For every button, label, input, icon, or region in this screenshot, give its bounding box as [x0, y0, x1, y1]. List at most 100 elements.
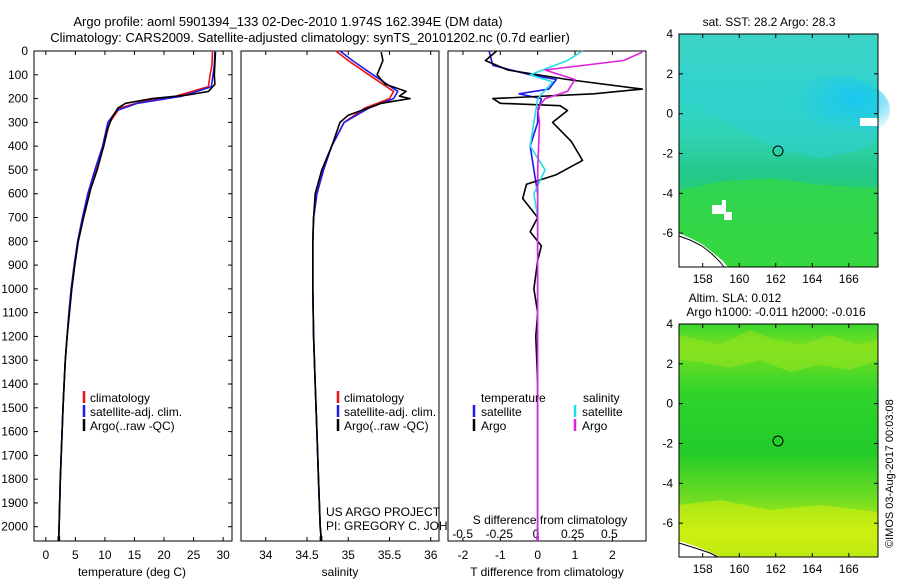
map-lat-label: -2	[662, 146, 673, 160]
x-tick-label: 5	[72, 548, 79, 562]
legend-satellite-label: satellite-adj. clim.	[344, 405, 436, 419]
salinity-x-ticks: 34 34.5 35 35.5 36	[259, 51, 438, 562]
x-tick-label: 0	[42, 548, 49, 562]
map-lon-label: 158	[693, 562, 713, 576]
map-lat-label: -4	[662, 186, 673, 200]
depth-tick-label: 100	[8, 68, 28, 82]
map-lon-label: 158	[693, 272, 713, 286]
sst-map-title: sat. SST: 28.2 Argo: 28.3	[703, 15, 836, 29]
sst-green-region	[679, 178, 878, 267]
salinity-x-label: salinity	[322, 565, 359, 579]
depth-tick-label: 1000	[1, 282, 28, 296]
depth-tick-label: 1300	[1, 353, 28, 367]
map-lat-label: -4	[662, 476, 673, 490]
sst-coastline	[678, 235, 725, 268]
x-tick-label: 25	[187, 548, 201, 562]
map-lat-label: 0	[666, 107, 673, 121]
sla-yellow-south	[679, 500, 878, 557]
figure-title-line2: Climatology: CARS2009. Satellite-adjuste…	[50, 30, 570, 45]
map-lat-label: 2	[666, 357, 673, 371]
s-diff-tick-label: 0	[533, 527, 540, 541]
legend-s-satellite-label: satellite	[582, 405, 623, 419]
series-line-t-argo	[484, 50, 644, 537]
project-credit-line2: PI: GREGORY C. JOHNSON	[326, 519, 482, 533]
salinity-legend: climatology satellite-adj. clim. Argo(..…	[336, 391, 436, 433]
map-lon-label: 166	[839, 272, 859, 286]
temperature-profile-lines	[57, 50, 217, 541]
salinity-panel: 34 34.5 35 35.5 36 salinity climatology sate…	[240, 50, 482, 579]
depth-tick-label: 800	[8, 234, 28, 248]
map-lon-label: 164	[802, 272, 822, 286]
x-tick-label: 2	[609, 548, 616, 562]
temperature-legend: climatology satellite-adj. clim. Argo(..…	[82, 391, 182, 433]
map-lat-label: -6	[662, 516, 673, 530]
x-tick-label: 30	[216, 548, 230, 562]
legend-temperature-title: temperature	[481, 391, 546, 405]
depth-tick-label: 200	[8, 92, 28, 106]
map-lat-label: -2	[662, 436, 673, 450]
difference-legend: temperature salinity satellite Argo sate…	[472, 391, 623, 433]
map-lat-label: 2	[666, 67, 673, 81]
depth-tick-label: 1900	[1, 496, 28, 510]
map-lon-label: 164	[802, 562, 822, 576]
s-diff-tick-label: 0.5	[601, 527, 618, 541]
series-line-s-argo	[536, 51, 643, 537]
temperature-panel: 0100200300400500600700800900100011001200…	[1, 44, 646, 579]
x-tick-label: 34	[259, 548, 273, 562]
legend-t-satellite-label: satellite	[481, 405, 522, 419]
map-lon-label: 160	[729, 562, 749, 576]
sst-land-fill	[679, 233, 728, 267]
temperature-x-label: temperature (deg C)	[78, 565, 186, 579]
map-lon-label: 162	[766, 562, 786, 576]
difference-t-label: T difference from climatology	[470, 565, 624, 579]
x-tick-label: -2	[458, 548, 469, 562]
x-tick-label: 0	[534, 548, 541, 562]
sla-map-frame	[678, 323, 879, 558]
depth-tick-label: 400	[8, 139, 28, 153]
legend-satellite-label: satellite-adj. clim.	[90, 405, 182, 419]
sla-map: Altim. SLA: 0.012 Argo h1000: -0.011 h20…	[662, 291, 879, 576]
x-tick-label: -1	[495, 548, 506, 562]
sla-map-title-line2: Argo h1000: -0.011 h2000: -0.016	[686, 305, 866, 319]
x-tick-label: 35.5	[378, 548, 402, 562]
map-lon-label: 166	[839, 562, 859, 576]
depth-tick-label: 1400	[1, 377, 28, 391]
series-line-argo	[58, 52, 217, 537]
map-lat-label: -6	[662, 226, 673, 240]
depth-tick-label: 500	[8, 163, 28, 177]
depth-tick-label: 1500	[1, 401, 28, 415]
sla-map-ticks: 158 160 162 164 166 4 2 0 -2 -4 -6	[662, 317, 878, 576]
temperature-x-ticks: 0 5 10 15 20 25 30	[42, 51, 230, 562]
s-diff-tick-label: -0.25	[486, 527, 514, 541]
sla-coastline	[678, 542, 719, 558]
sla-map-title-line1: Altim. SLA: 0.012	[689, 291, 782, 305]
depth-tick-label: 2000	[1, 520, 28, 534]
legend-argo-label: Argo(..raw -QC)	[90, 419, 175, 433]
salinity-plot-frame	[240, 50, 440, 542]
depth-tick-label: 600	[8, 187, 28, 201]
sst-cyan-core	[770, 75, 890, 145]
difference-s-label: S difference from climatology	[473, 513, 628, 527]
legend-climatology-label: climatology	[90, 391, 150, 405]
sst-map-ticks: 158 160 162 164 166 4 2 0 -2 -4 -6	[662, 27, 878, 286]
sla-yellow-band	[679, 330, 878, 372]
depth-tick-label: 1200	[1, 329, 28, 343]
map-lon-label: 162	[766, 272, 786, 286]
depth-tick-label: 1100	[2, 306, 28, 320]
salinity-profile-lines	[312, 50, 411, 541]
series-line-argo	[312, 52, 411, 537]
sst-missing-patch	[860, 118, 878, 126]
x-tick-label: 34.5	[295, 548, 319, 562]
series-line-s-satellite	[529, 50, 583, 537]
sst-map: sat. SST: 28.2 Argo: 28.3 158 160 162 164 16…	[662, 15, 890, 286]
project-credit-line1: US ARGO PROJECT	[326, 505, 441, 519]
depth-tick-label: 700	[8, 211, 28, 225]
sst-argo-marker	[772, 145, 784, 157]
x-tick-label: 36	[424, 548, 438, 562]
x-tick-label: 20	[157, 548, 171, 562]
legend-t-argo-label: Argo	[481, 419, 507, 433]
map-lat-label: 4	[666, 27, 673, 41]
depth-tick-label: 300	[8, 115, 28, 129]
map-lon-label: 160	[729, 272, 749, 286]
